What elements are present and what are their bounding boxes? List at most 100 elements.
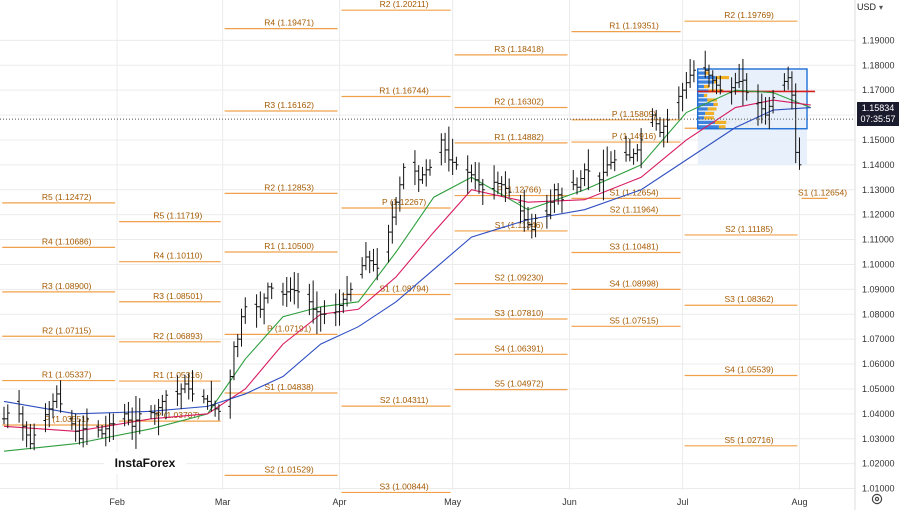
ohlc-bar xyxy=(665,108,670,143)
currency-label: USD xyxy=(857,2,877,12)
pivot-label: R2 (1.06893) xyxy=(153,331,203,341)
ohlc-bar xyxy=(231,341,236,381)
profile-sell-bar xyxy=(705,71,709,75)
ohlc-bar xyxy=(454,156,459,170)
ohlc-bar xyxy=(363,242,368,271)
pivot-label: P (1.03551) xyxy=(45,414,89,424)
ohlc-bar xyxy=(586,149,591,191)
ohlc-bar xyxy=(582,163,587,187)
ohlc-bar xyxy=(522,189,527,232)
profile-buy-bar xyxy=(697,116,705,120)
ohlc-bar xyxy=(499,176,504,197)
pivot-label: R1 (1.10500) xyxy=(264,241,314,251)
ohlc-bar xyxy=(341,292,346,314)
ohlc-bar xyxy=(424,159,429,187)
ohlc-bar xyxy=(492,165,497,200)
ohlc-bar xyxy=(601,149,606,201)
profile-sell-bar xyxy=(715,75,730,80)
ohlc-bar xyxy=(318,306,323,332)
ohlc-bar xyxy=(439,133,444,166)
profile-buy-bar xyxy=(697,125,719,129)
ohlc-bar xyxy=(265,282,270,304)
ohlc-bar xyxy=(96,420,101,438)
ohlc-bar xyxy=(288,277,293,302)
ohlc-bar xyxy=(269,282,274,300)
ohlc-bar xyxy=(503,171,508,203)
pivot-label: S2 (1.11964) xyxy=(610,205,659,215)
ohlc-bar xyxy=(258,291,263,318)
ohlc-bar xyxy=(608,151,613,170)
ohlc-bar xyxy=(782,73,787,92)
pivot-label: R3 (1.16162) xyxy=(264,100,314,110)
y-tick-label: 1.04000 xyxy=(862,409,895,419)
ohlc-bar xyxy=(394,197,399,226)
profile-buy-bar xyxy=(697,120,715,124)
y-tick-label: 1.12000 xyxy=(862,210,895,220)
x-tick-label: Mar xyxy=(215,497,231,507)
ohlc-bar xyxy=(420,166,425,184)
ohlc-bar xyxy=(639,128,644,169)
ohlc-bar xyxy=(657,117,662,138)
ohlc-bar xyxy=(412,150,417,186)
ohlc-bar xyxy=(733,72,738,95)
ohlc-bar xyxy=(254,294,259,328)
ohlc-bar xyxy=(24,421,29,448)
ohlc-bar xyxy=(2,406,6,425)
y-tick-label: 1.18000 xyxy=(862,60,895,70)
ohlc-bar xyxy=(367,250,372,274)
ohlc-bar xyxy=(552,183,557,213)
ohlc-bar xyxy=(571,170,576,191)
ohlc-bar xyxy=(518,194,523,224)
ohlc-bar xyxy=(345,275,350,307)
x-axis: Feb Mar Apr May Jun Jul Aug xyxy=(109,497,807,507)
last-price-badge: 1.15834 07:35:57 xyxy=(857,102,899,126)
ohlc-bar xyxy=(213,400,218,417)
ohlc-bar xyxy=(533,214,538,238)
profile-sell-bar xyxy=(714,120,727,124)
pivot-label: R2 (1.19769) xyxy=(724,10,774,20)
y-tick-label: 1.01000 xyxy=(862,484,895,494)
currency-selector[interactable]: USD ▾ xyxy=(857,2,883,12)
ohlc-bars xyxy=(2,50,802,451)
pivot-label: R3 (1.08900) xyxy=(42,281,92,291)
ohlc-bar xyxy=(205,394,210,410)
ohlc-bar xyxy=(209,380,214,412)
ohlc-bar xyxy=(559,187,564,213)
profile-sell-bar xyxy=(703,93,708,98)
pivot-label: P (1.03707) xyxy=(156,410,200,420)
ohlc-bar xyxy=(314,291,319,334)
profile-buy-bar xyxy=(697,93,704,98)
pivot-label: R1 (1.19351) xyxy=(609,21,659,31)
ohlc-bar xyxy=(84,408,89,446)
ohlc-bar xyxy=(292,272,297,305)
profile-buy-bar xyxy=(697,80,715,84)
pivot-label: R2 (1.20211) xyxy=(380,0,429,9)
ohlc-bar xyxy=(186,373,191,400)
ohlc-bar xyxy=(130,407,135,440)
ohlc-bar xyxy=(446,126,451,172)
pivot-label: S2 (1.09230) xyxy=(494,273,543,283)
ohlc-bar xyxy=(43,403,48,433)
ohlc-bar xyxy=(371,248,376,272)
ohlc-bar xyxy=(793,83,798,164)
x-tick-label: Jun xyxy=(562,497,577,507)
ohlc-bar xyxy=(179,383,184,410)
profile-sell-bar xyxy=(713,102,718,107)
ohlc-bar xyxy=(714,76,719,95)
ohlc-bar xyxy=(416,165,421,192)
x-tick-label: May xyxy=(444,497,462,507)
pivot-label: S2 (1.11185) xyxy=(725,224,773,234)
ohlc-bar xyxy=(680,82,685,112)
pivot-label: S2 (1.04311) xyxy=(380,395,429,405)
ohlc-bar xyxy=(718,75,723,95)
ohlc-bar xyxy=(386,224,391,263)
ohlc-bar xyxy=(526,206,531,231)
x-tick-label: Aug xyxy=(791,497,807,507)
settings-icon[interactable] xyxy=(871,493,883,505)
ohlc-bar xyxy=(296,273,301,309)
ohlc-bar xyxy=(17,390,22,423)
ohlc-bar xyxy=(20,406,25,441)
ohlc-bar xyxy=(661,118,666,148)
ohlc-bar xyxy=(507,178,512,198)
